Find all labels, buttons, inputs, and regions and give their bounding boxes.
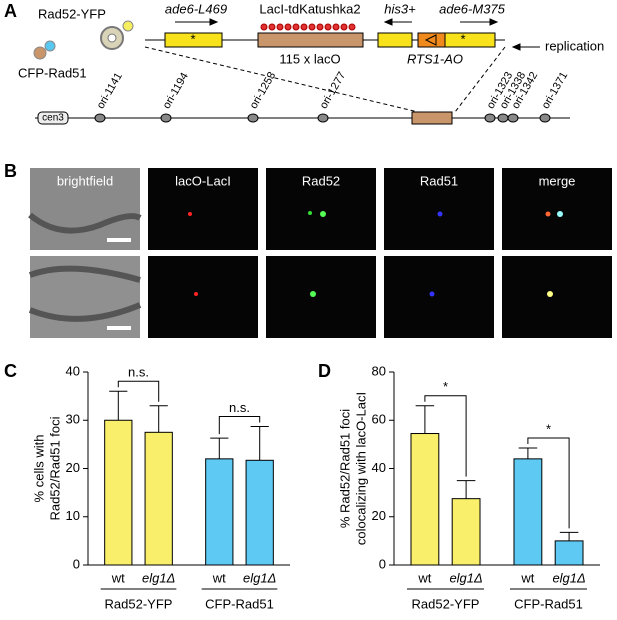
x-tick-label: wt bbox=[111, 570, 125, 585]
column-label: Rad51 bbox=[420, 173, 458, 188]
protein-label: Rad52-YFP bbox=[38, 6, 106, 21]
significance-bracket bbox=[117, 380, 160, 402]
y-tick-label: 20 bbox=[66, 460, 80, 475]
panel-label: B bbox=[4, 161, 17, 181]
bar bbox=[451, 498, 481, 566]
y-tick-label: 40 bbox=[372, 460, 386, 475]
panel-label: C bbox=[4, 361, 17, 381]
origin-label: ori-1253 bbox=[248, 70, 279, 111]
origin-label: ori-1141 bbox=[95, 71, 125, 111]
panel-label: A bbox=[4, 1, 17, 21]
significance-label: n.s. bbox=[128, 365, 149, 380]
significance-bracket bbox=[218, 416, 261, 435]
significance-label: * bbox=[443, 379, 448, 394]
panel-label: D bbox=[318, 361, 331, 381]
gene-label: LacI-tdKatushka2 bbox=[259, 1, 360, 16]
gene-label: his3+ bbox=[384, 1, 416, 16]
gene-label: replication bbox=[545, 38, 604, 53]
bar bbox=[554, 540, 584, 566]
bar bbox=[245, 459, 274, 566]
bar bbox=[104, 419, 133, 566]
y-axis-label: % cells with bbox=[31, 435, 46, 503]
origin-label: ori-1371 bbox=[540, 70, 571, 111]
significance-bracket bbox=[424, 395, 467, 477]
significance-bracket bbox=[527, 437, 570, 529]
mark: * bbox=[190, 31, 195, 46]
group-label: Rad52-YFP bbox=[105, 596, 173, 611]
x-tick-label: elg1Δ bbox=[552, 570, 585, 585]
origin-label: ori-1277 bbox=[318, 70, 349, 111]
significance-label: n.s. bbox=[229, 400, 250, 415]
column-label: lacO-LacI bbox=[175, 173, 231, 188]
bar bbox=[144, 431, 173, 566]
gene-label: RTS1-AO bbox=[407, 51, 463, 66]
x-tick-label: wt bbox=[520, 570, 534, 585]
x-tick-label: elg1Δ bbox=[449, 570, 482, 585]
y-axis-label: colocalizing with lacO-LacI bbox=[353, 392, 368, 545]
group-label: Rad52-YFP bbox=[412, 596, 480, 611]
y-tick-label: 10 bbox=[66, 508, 80, 523]
gene-label: ade6-M375 bbox=[439, 1, 506, 16]
group-label: CFP-Rad51 bbox=[514, 596, 583, 611]
column-label: Rad52 bbox=[302, 173, 340, 188]
x-tick-label: elg1Δ bbox=[243, 570, 276, 585]
construct bbox=[35, 18, 570, 125]
y-tick-label: 0 bbox=[379, 556, 386, 571]
gene-label: ade6-L469 bbox=[165, 1, 227, 16]
bar bbox=[410, 433, 440, 566]
x-tick-label: elg1Δ bbox=[142, 570, 175, 585]
mark: * bbox=[460, 31, 465, 46]
bar bbox=[205, 458, 234, 566]
protein-icons bbox=[33, 20, 134, 60]
y-tick-label: 40 bbox=[66, 363, 80, 378]
micrographs bbox=[28, 168, 612, 338]
y-axis-label: % Rad52/Rad51 foci bbox=[337, 409, 352, 528]
centromere-label: cen3 bbox=[42, 113, 64, 124]
column-label: merge bbox=[539, 173, 576, 188]
gene-label: 115 x lacO bbox=[279, 51, 340, 66]
y-tick-label: 0 bbox=[73, 556, 80, 571]
y-tick-label: 30 bbox=[66, 412, 80, 427]
protein-label: CFP-Rad51 bbox=[18, 65, 87, 80]
origin-label: ori-1194 bbox=[161, 71, 191, 111]
group-label: CFP-Rad51 bbox=[205, 596, 274, 611]
x-tick-label: wt bbox=[212, 570, 226, 585]
y-axis-label: Rad52/Rad51 foci bbox=[47, 416, 62, 520]
column-label: brightfield bbox=[57, 173, 113, 188]
y-tick-label: 20 bbox=[372, 508, 386, 523]
y-tick-label: 80 bbox=[372, 363, 386, 378]
x-tick-label: wt bbox=[417, 570, 431, 585]
significance-label: * bbox=[546, 421, 551, 436]
y-tick-label: 60 bbox=[372, 412, 386, 427]
bar bbox=[513, 458, 543, 566]
